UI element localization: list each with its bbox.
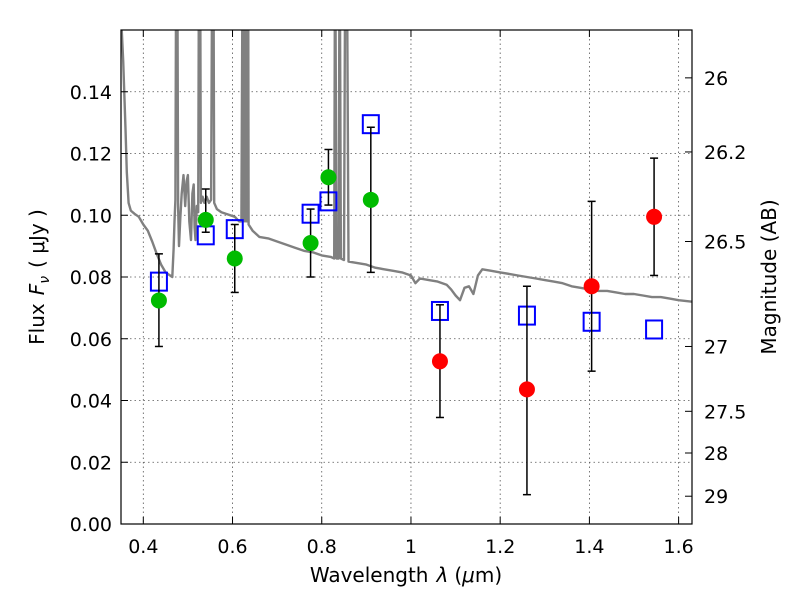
y-tick-label: 0.02: [70, 452, 112, 474]
x-tick-label: 0.8: [307, 536, 337, 558]
y2-tick-label: 27: [704, 336, 728, 358]
sed-model-line: [121, 30, 692, 303]
y-tick-label: 0.12: [70, 144, 112, 166]
y-tick-label: 0.04: [70, 391, 112, 413]
y-tick-label: 0.08: [70, 267, 112, 289]
y2-tick-label: 28: [704, 443, 728, 465]
y-tick-label: 0.10: [70, 205, 112, 227]
data-layer: [121, 30, 692, 496]
y2-tick-label: 26.5: [704, 231, 746, 253]
x-tick-label: 1.4: [574, 536, 604, 558]
y2-tick-label: 26.2: [704, 142, 746, 164]
hst-observed-point: [226, 250, 243, 267]
y2-tick-label: 26: [704, 68, 728, 90]
y-tick-label: 0.00: [70, 514, 112, 536]
x-tick-label: 1.2: [485, 536, 515, 558]
nir-observed-point: [518, 381, 535, 398]
x-tick-label: 1.6: [664, 536, 694, 558]
ticks: 0.4 0.6 0.8 1 1.2 1.4 1.6 0.00 0.02 0.04 0.06 0.08 0…: [70, 30, 746, 558]
x-axis-title: Wavelength λ (μm): [310, 563, 502, 587]
y-axis-title: FluxFν( μJy ): [25, 209, 53, 345]
y2-tick-label: 27.5: [704, 401, 746, 423]
y-tick-label: 0.14: [70, 82, 112, 104]
nir-observed-point: [431, 353, 448, 370]
y-tick-label: 0.06: [70, 329, 112, 351]
hst-observed-point: [150, 292, 167, 309]
nir-observed-point: [646, 208, 663, 225]
x-tick-label: 1: [405, 536, 417, 558]
y2-tick-label: 29: [704, 486, 728, 508]
hst-observed-point: [362, 191, 379, 208]
model-flux-square: [645, 319, 664, 340]
hst-observed-point: [302, 235, 319, 252]
x-tick-label: 0.6: [217, 536, 247, 558]
hst-observed-point: [197, 211, 214, 228]
nir-observed-point: [583, 278, 600, 295]
x-tick-label: 0.4: [128, 536, 158, 558]
y2-axis-title: Magnitude (AB): [757, 199, 781, 354]
hst-observed-point: [320, 169, 337, 186]
